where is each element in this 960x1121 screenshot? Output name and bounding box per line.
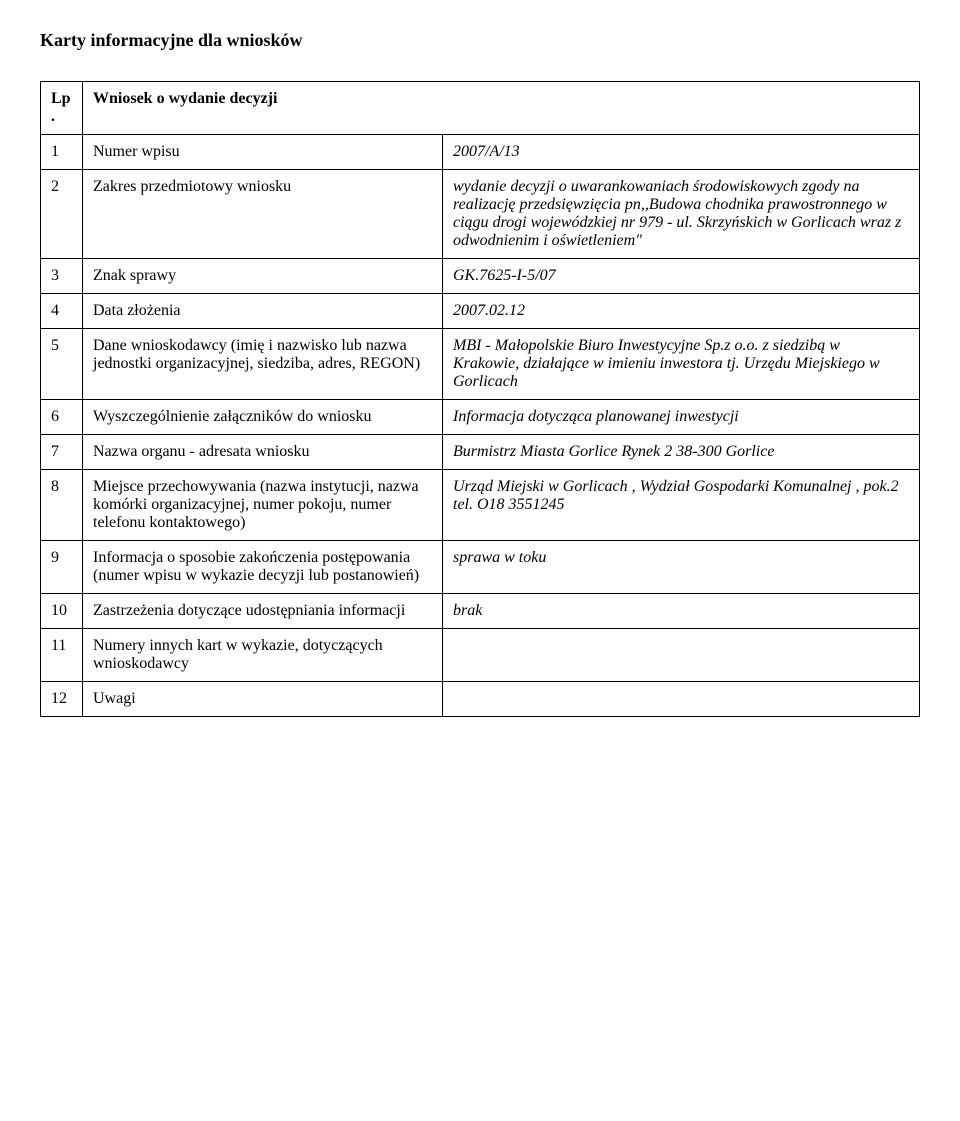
row-value: wydanie decyzji o uwarankowaniach środow… xyxy=(443,170,920,259)
row-value xyxy=(443,682,920,717)
row-value: Informacja dotycząca planowanej inwestyc… xyxy=(443,400,920,435)
table-row: 5Dane wnioskodawcy (imię i nazwisko lub … xyxy=(41,329,920,400)
header-heading: Wniosek o wydanie decyzji xyxy=(83,82,920,135)
row-number: 12 xyxy=(41,682,83,717)
row-number: 6 xyxy=(41,400,83,435)
row-label: Numery innych kart w wykazie, dotyczącyc… xyxy=(83,629,443,682)
table-row: 3Znak sprawyGK.7625-I-5/07 xyxy=(41,259,920,294)
row-value: GK.7625-I-5/07 xyxy=(443,259,920,294)
table-row: 12Uwagi xyxy=(41,682,920,717)
row-number: 1 xyxy=(41,135,83,170)
table-row: 6Wyszczególnienie załączników do wniosku… xyxy=(41,400,920,435)
row-value: 2007/A/13 xyxy=(443,135,920,170)
row-label: Zastrzeżenia dotyczące udostępniania inf… xyxy=(83,594,443,629)
row-label: Zakres przedmiotowy wniosku xyxy=(83,170,443,259)
row-value: 2007.02.12 xyxy=(443,294,920,329)
table-row: 2Zakres przedmiotowy wnioskuwydanie decy… xyxy=(41,170,920,259)
header-lp: Lp. xyxy=(41,82,83,135)
table-row: 8Miejsce przechowywania (nazwa instytucj… xyxy=(41,470,920,541)
info-card-table: Lp. Wniosek o wydanie decyzji 1Numer wpi… xyxy=(40,81,920,717)
row-label: Data złożenia xyxy=(83,294,443,329)
row-label: Informacja o sposobie zakończenia postęp… xyxy=(83,541,443,594)
table-row: 4Data złożenia2007.02.12 xyxy=(41,294,920,329)
row-number: 8 xyxy=(41,470,83,541)
row-label: Uwagi xyxy=(83,682,443,717)
row-label: Nazwa organu - adresata wniosku xyxy=(83,435,443,470)
row-label: Wyszczególnienie załączników do wniosku xyxy=(83,400,443,435)
row-number: 7 xyxy=(41,435,83,470)
row-number: 4 xyxy=(41,294,83,329)
row-value: brak xyxy=(443,594,920,629)
row-number: 10 xyxy=(41,594,83,629)
row-value: Burmistrz Miasta Gorlice Rynek 2 38-300 … xyxy=(443,435,920,470)
table-row: 1Numer wpisu2007/A/13 xyxy=(41,135,920,170)
row-number: 3 xyxy=(41,259,83,294)
row-label: Numer wpisu xyxy=(83,135,443,170)
row-number: 2 xyxy=(41,170,83,259)
row-label: Miejsce przechowywania (nazwa instytucji… xyxy=(83,470,443,541)
row-value: sprawa w toku xyxy=(443,541,920,594)
row-value xyxy=(443,629,920,682)
page-title: Karty informacyjne dla wniosków xyxy=(40,30,920,51)
table-header-row: Lp. Wniosek o wydanie decyzji xyxy=(41,82,920,135)
row-label: Dane wnioskodawcy (imię i nazwisko lub n… xyxy=(83,329,443,400)
table-row: 9Informacja o sposobie zakończenia postę… xyxy=(41,541,920,594)
table-row: 10Zastrzeżenia dotyczące udostępniania i… xyxy=(41,594,920,629)
row-value: MBI - Małopolskie Biuro Inwestycyjne Sp.… xyxy=(443,329,920,400)
table-row: 11Numery innych kart w wykazie, dotycząc… xyxy=(41,629,920,682)
row-value: Urząd Miejski w Gorlicach , Wydział Gosp… xyxy=(443,470,920,541)
row-number: 11 xyxy=(41,629,83,682)
row-label: Znak sprawy xyxy=(83,259,443,294)
table-row: 7Nazwa organu - adresata wnioskuBurmistr… xyxy=(41,435,920,470)
row-number: 9 xyxy=(41,541,83,594)
row-number: 5 xyxy=(41,329,83,400)
